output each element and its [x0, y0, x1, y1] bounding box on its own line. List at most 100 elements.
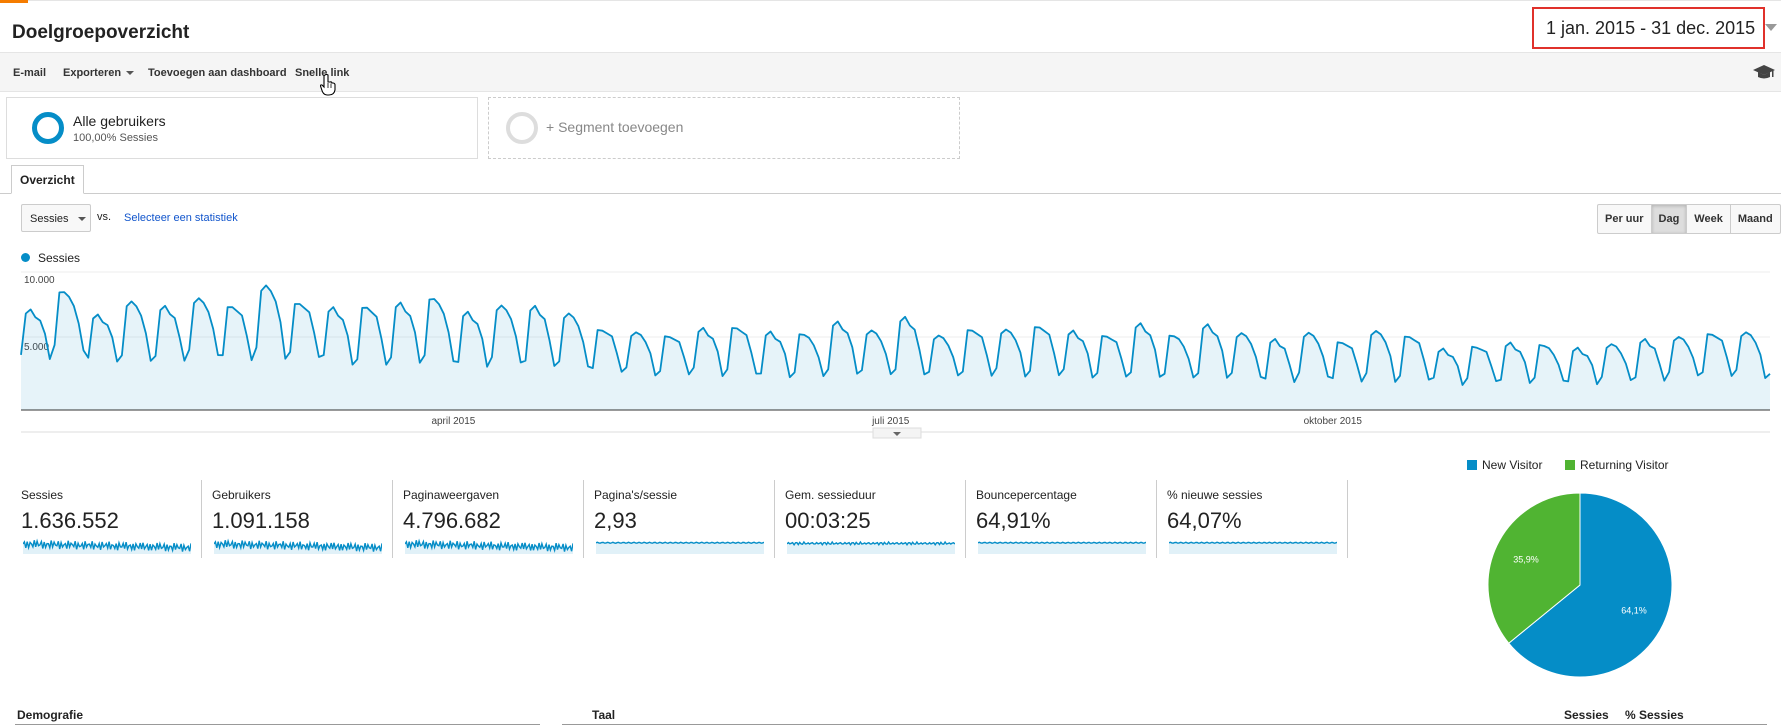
- chevron-down-icon: [126, 71, 135, 76]
- metric-value: 2,93: [594, 508, 637, 533]
- granularity-month-button[interactable]: Maand: [1737, 213, 1773, 225]
- export-button[interactable]: Exporteren: [63, 67, 135, 79]
- granularity-hour-button[interactable]: Per uur: [1598, 205, 1652, 233]
- metric-name: Gebruikers: [212, 488, 271, 502]
- metric-divider: [392, 480, 393, 558]
- add-segment-button[interactable]: + Segment toevoegen: [488, 97, 960, 159]
- add-to-dashboard-button[interactable]: Toevoegen aan dashboard: [148, 67, 287, 79]
- page-title: Doelgroepoverzicht: [12, 22, 190, 43]
- sessions-area-chart[interactable]: 10.000 5.000 april 2015 juli 2015 oktobe…: [0, 265, 1781, 445]
- accent-bar: [0, 0, 28, 3]
- pie-value-label: 35,9%: [1513, 554, 1539, 564]
- metric-value: 00:03:25: [785, 508, 871, 533]
- metric-sessions[interactable]: Sessies 1.636.552: [21, 478, 211, 556]
- metric-divider: [965, 480, 966, 558]
- report-toolbar: E-mail Exporteren Toevoegen aan dashboar…: [0, 52, 1781, 92]
- sparkline-line: [214, 538, 382, 554]
- metric-pageviews[interactable]: Paginaweergaven 4.796.682: [403, 478, 593, 556]
- metric-divider: [774, 480, 775, 558]
- metric-select[interactable]: Sessies: [21, 204, 91, 232]
- pie-slice-returning-visitor[interactable]: [1487, 492, 1581, 644]
- metric-new-sessions-pct[interactable]: % nieuwe sessies 64,07%: [1167, 478, 1357, 556]
- metric-avg-session-duration[interactable]: Gem. sessieduur 00:03:25: [785, 478, 975, 556]
- metric-divider: [1347, 480, 1348, 558]
- sparkline-area: [1169, 542, 1337, 554]
- tab-overview[interactable]: Overzicht: [11, 165, 84, 194]
- pie-value-label: 64,1%: [1621, 606, 1647, 616]
- metric-name: % nieuwe sessies: [1167, 488, 1263, 502]
- visitor-type-pie-chart[interactable]: 64,1% 35,9%: [1480, 485, 1680, 685]
- top-divider: [28, 0, 1781, 1]
- sparkline-line: [1169, 541, 1337, 545]
- sparkline-line: [978, 541, 1146, 545]
- sparkline-line: [405, 538, 573, 554]
- metric-name: Bouncepercentage: [976, 488, 1077, 502]
- x-tick-label: juli 2015: [871, 416, 910, 427]
- language-underline: [562, 724, 1767, 725]
- granularity-week-button[interactable]: Week: [1687, 205, 1731, 233]
- graduation-cap-icon[interactable]: [1753, 63, 1775, 81]
- metric-sparkline: [1169, 541, 1337, 554]
- select-statistic-link[interactable]: Selecteer een statistiek: [124, 212, 238, 224]
- metric-name: Pagina's/sessie: [594, 488, 678, 502]
- date-range-picker[interactable]: 1 jan. 2015 - 31 dec. 2015: [1532, 7, 1765, 49]
- pie-legend-returning[interactable]: Returning Visitor: [1565, 458, 1669, 472]
- segment-subtitle: 100,00% Sessies: [73, 132, 158, 144]
- pie-legend-label: New Visitor: [1482, 458, 1543, 472]
- add-segment-label: + Segment toevoegen: [546, 119, 684, 135]
- legend-label: Sessies: [38, 251, 81, 265]
- pct-sessions-column-header[interactable]: % Sessies: [1625, 708, 1684, 722]
- metric-value: 1.091.158: [212, 508, 310, 533]
- metric-sparkline: [405, 538, 573, 554]
- metric-name: Paginaweergaven: [403, 488, 500, 502]
- metric-value: 1.636.552: [21, 508, 119, 533]
- sparkline-area: [978, 542, 1146, 554]
- granularity-day-button[interactable]: Dag: [1651, 205, 1688, 233]
- language-heading: Taal: [592, 708, 616, 722]
- legend-swatch: [1565, 460, 1575, 470]
- pie-slice-new-visitor[interactable]: [1508, 492, 1673, 678]
- sparkline-line: [596, 541, 764, 545]
- metric-bounce-rate[interactable]: Bouncepercentage 64,91%: [976, 478, 1166, 556]
- metric-value: 64,91%: [976, 508, 1051, 533]
- segment-ring-icon: [32, 112, 64, 144]
- metric-name: Sessies: [21, 488, 64, 502]
- legend-dot-icon: [21, 253, 30, 262]
- x-tick-label: oktober 2015: [1304, 416, 1363, 427]
- sparkline-area: [596, 542, 764, 554]
- y-tick-label: 10.000: [24, 275, 55, 286]
- pie-legend-new[interactable]: New Visitor: [1467, 458, 1542, 472]
- metric-sparkline: [214, 538, 382, 554]
- legend-swatch: [1467, 460, 1477, 470]
- export-label: Exporteren: [63, 67, 122, 79]
- email-button[interactable]: E-mail: [13, 67, 47, 79]
- date-range-dropdown-icon[interactable]: [1765, 24, 1777, 31]
- segment-all-users[interactable]: Alle gebruikers 100,00% Sessies: [6, 97, 478, 159]
- metric-sparkline: [596, 541, 764, 554]
- chevron-down-icon: [893, 432, 901, 436]
- segment-name: Alle gebruikers: [73, 113, 166, 129]
- metric-users[interactable]: Gebruikers 1.091.158: [212, 478, 402, 556]
- metric-sparkline: [978, 541, 1146, 554]
- metric-divider: [201, 480, 202, 558]
- sparkline-area: [787, 542, 955, 554]
- chart-legend: Sessies: [21, 251, 80, 265]
- metric-value: 64,07%: [1167, 508, 1242, 533]
- sessions-column-header[interactable]: Sessies: [1564, 708, 1609, 722]
- granularity-toggle: Per uur Dag Week Maand: [1597, 204, 1781, 234]
- demographics-underline: [15, 724, 540, 725]
- metrics-row: Sessies 1.636.552 Gebruikers 1.091.158 P…: [0, 470, 1360, 560]
- sparkline-line: [787, 540, 955, 547]
- metric-name: Gem. sessieduur: [785, 488, 876, 502]
- sparkline-line: [23, 538, 191, 554]
- metric-pages-per-session[interactable]: Pagina's/sessie 2,93: [594, 478, 784, 556]
- metric-divider: [583, 480, 584, 558]
- x-tick-label: april 2015: [431, 416, 475, 427]
- chevron-down-icon: [78, 217, 86, 221]
- series-line: [20, 284, 1771, 386]
- metric-select-value: Sessies: [30, 213, 69, 225]
- vs-label: vs.: [97, 211, 112, 223]
- page-header: Doelgroepoverzicht 1 jan. 2015 - 31 dec.…: [0, 0, 1781, 52]
- quick-link-button[interactable]: Snelle link: [295, 67, 350, 79]
- empty-segment-ring-icon: [506, 112, 538, 144]
